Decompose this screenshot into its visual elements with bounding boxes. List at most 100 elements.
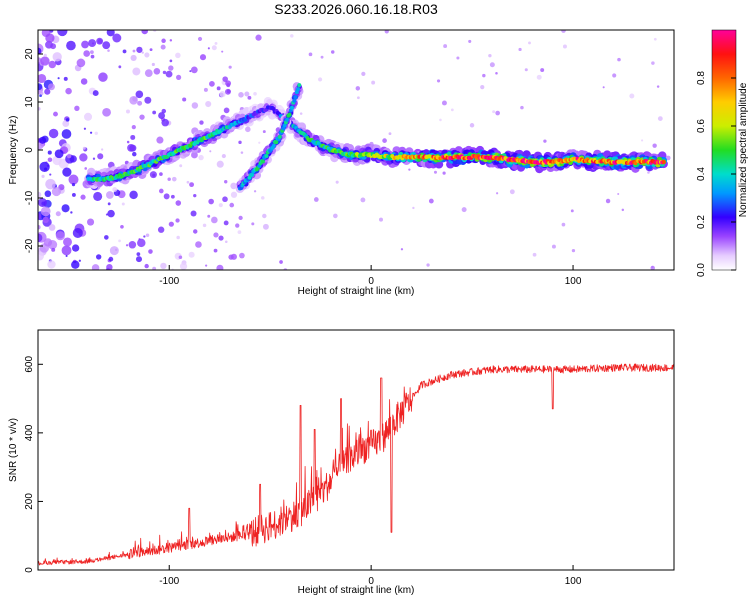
spectrogram-secondary-track-cell bbox=[289, 105, 294, 110]
spectrogram-noise-cell bbox=[44, 190, 52, 198]
spectrogram-noise-cell bbox=[532, 252, 537, 257]
spectrogram-noise-cell bbox=[189, 182, 195, 188]
spectrogram-noise-cell bbox=[101, 148, 104, 151]
spectrogram-noise-cell bbox=[612, 73, 617, 78]
spectrogram-secondary-track-cell bbox=[282, 123, 287, 128]
spectrogram-noise-cell bbox=[135, 90, 144, 99]
spectrogram-noise-cell bbox=[47, 260, 56, 269]
spectrogram-noise-cell bbox=[656, 85, 660, 88]
spectrogram-noise-cell bbox=[83, 50, 91, 57]
colorbar-tick-label: 0.8 bbox=[696, 71, 707, 85]
spectrogram-noise-cell bbox=[170, 194, 175, 199]
spectrogram-noise-cell bbox=[221, 153, 226, 159]
spectrogram-noise-cell bbox=[105, 191, 114, 199]
spectrogram-noise-cell bbox=[129, 190, 138, 200]
spectrogram-noise-cell bbox=[82, 146, 86, 150]
spectrogram-noise-cell bbox=[45, 178, 56, 190]
spectrogram-noise-cell bbox=[38, 213, 42, 220]
spectrogram-noise-cell bbox=[211, 45, 217, 51]
spectrogram-noise-cell bbox=[38, 251, 44, 261]
spectrogram-noise-cell bbox=[495, 71, 498, 75]
spectrogram-noise-cell bbox=[112, 33, 122, 43]
spectrogram-noise-cell bbox=[38, 73, 47, 84]
spectrogram-secondary-track-cell bbox=[271, 143, 276, 148]
spectrogram-noise-cell bbox=[247, 95, 252, 100]
spectrogram-noise-cell bbox=[190, 66, 198, 74]
spectrogram-noise-cell bbox=[139, 114, 145, 120]
spectrogram-noise-cell bbox=[165, 70, 173, 78]
spectrogram-noise-cell bbox=[509, 189, 515, 195]
spectrogram-x-tick-label: 0 bbox=[368, 276, 374, 287]
spectrogram-noise-cell bbox=[379, 217, 383, 222]
spectrogram-noise-cell bbox=[47, 157, 53, 163]
spectrogram-noise-cell bbox=[536, 74, 542, 80]
spectrogram-noise-cell bbox=[57, 30, 68, 37]
spectrogram-noise-cell bbox=[208, 198, 214, 205]
spectrogram-noise-cell bbox=[144, 96, 152, 104]
spectrogram-noise-cell bbox=[179, 262, 188, 270]
spectrogram-noise-cell bbox=[218, 235, 224, 241]
spectrogram-noise-cell bbox=[222, 76, 228, 82]
spectrogram-noise-cell bbox=[176, 74, 182, 80]
colorbar-label: Normalized spectral amplitude bbox=[738, 82, 749, 217]
snr-x-label: Height of straight line (km) bbox=[298, 585, 415, 596]
spectrogram-x-ticks: -100 0 100 bbox=[159, 265, 582, 287]
spectrogram-noise-cell bbox=[153, 67, 161, 75]
spectrogram-noise-cell bbox=[382, 138, 387, 143]
spectrogram-noise-cell bbox=[442, 171, 446, 175]
spectrogram-noise-cell bbox=[647, 171, 650, 174]
spectrogram-noise-cell bbox=[90, 54, 95, 59]
colorbar-tick-label: 0.4 bbox=[696, 167, 707, 181]
spectrogram-noise-cell bbox=[408, 168, 411, 171]
spectrogram-noise-cell bbox=[44, 88, 51, 95]
spectrogram-noise-cell bbox=[224, 240, 228, 244]
spectrogram-noise-cell bbox=[229, 202, 235, 208]
spectrogram-noise-cell bbox=[433, 170, 437, 174]
spectrogram-noise-cell bbox=[148, 249, 153, 254]
spectrogram-noise-cell bbox=[109, 246, 119, 256]
spectrogram-noise-cell bbox=[160, 44, 166, 50]
spectrogram-noise-cell bbox=[652, 143, 657, 148]
spectrogram-noise-cell bbox=[203, 87, 208, 92]
spectrogram-noise-cell bbox=[84, 112, 93, 121]
spectrogram-noise-cell bbox=[617, 57, 621, 62]
spectrogram-noise-cell bbox=[54, 149, 64, 159]
spectrogram-noise-cell bbox=[144, 263, 149, 269]
spectrogram-noise-cell bbox=[118, 239, 121, 243]
spectrogram-noise-cell bbox=[92, 90, 99, 97]
spectrogram-noise-cell bbox=[48, 128, 59, 139]
spectrogram-noise-cell bbox=[205, 264, 208, 267]
spectrogram-noise-cell bbox=[570, 209, 574, 213]
spectrogram-noise-cell bbox=[83, 127, 87, 130]
spectrogram-noise-cell bbox=[65, 118, 70, 122]
spectrogram-noise-cell bbox=[158, 188, 164, 194]
spectrogram-noise-cell bbox=[98, 72, 108, 82]
spectrogram-noise-cell bbox=[216, 264, 224, 270]
spectrogram-secondary-track-cell bbox=[287, 112, 292, 117]
spectrogram-noise-cell bbox=[107, 49, 110, 52]
spectrogram-noise-cell bbox=[629, 93, 635, 99]
spectrogram-noise-cell bbox=[235, 223, 240, 228]
spectrogram-noise-cell bbox=[641, 139, 644, 142]
spectrogram-noise-cell bbox=[141, 30, 148, 35]
spectrogram-noise-cell bbox=[93, 191, 103, 201]
spectrogram-noise-cell bbox=[176, 235, 180, 240]
spectrogram-noise-cell bbox=[540, 68, 545, 73]
spectrogram-noise-cell bbox=[89, 131, 93, 134]
spectrogram-noise-cell bbox=[543, 139, 547, 143]
spectrogram-noise-cell bbox=[57, 77, 60, 80]
spectrogram-noise-cell bbox=[42, 216, 49, 223]
spectrogram-noise-cell bbox=[161, 108, 167, 114]
spectrogram-noise-cell bbox=[216, 160, 224, 168]
spectrogram-secondary-track-cell bbox=[285, 117, 290, 122]
spectrogram-noise-cell bbox=[436, 79, 441, 83]
spectrogram-noise-cell bbox=[333, 213, 338, 219]
spectrogram-noise-cell bbox=[106, 30, 115, 37]
spectrogram-noise-cell bbox=[428, 198, 434, 204]
spectrogram-noise-cell bbox=[112, 187, 118, 192]
spectrogram-y-ticks: -20 -10 0 10 20 bbox=[24, 48, 43, 253]
spectrogram-noise-cell bbox=[651, 61, 655, 65]
colorbar-ticks: 0.0 0.2 0.4 0.6 0.8 bbox=[696, 71, 736, 277]
spectrogram-noise-cell bbox=[61, 129, 72, 139]
